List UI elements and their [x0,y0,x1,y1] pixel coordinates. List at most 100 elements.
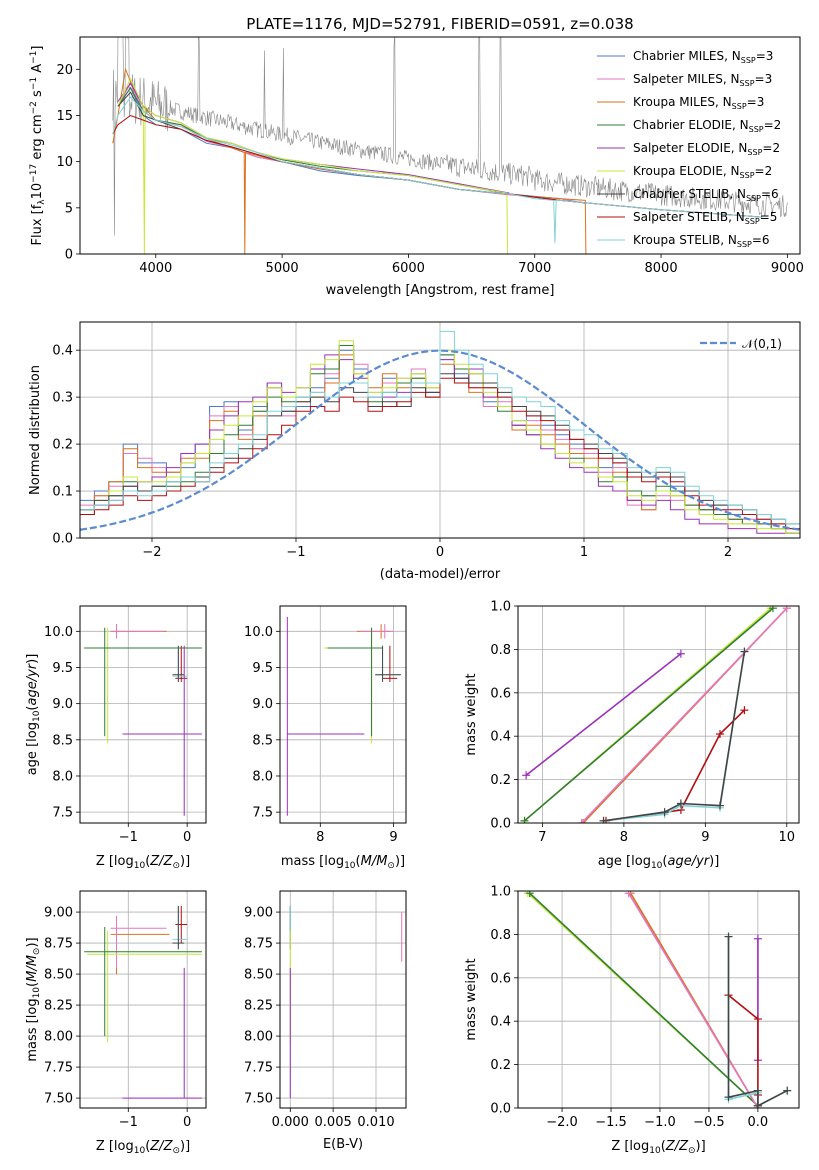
x-tick-label: 0.000 [272,1115,309,1130]
x-tick-label: 9 [389,830,397,845]
y-tick-label: 8.00 [244,1030,273,1045]
x-tick-label: 0.005 [315,1115,352,1130]
weight-marker [525,891,534,898]
axes-age_vs_mass: 8 9 7.5 8.0 8.5 9.0 9.5 10.0 mass [log10(M/M⊙)] [244,605,407,871]
y-tick-label: 9.0 [252,697,273,712]
x-tick-label: 0 [183,1115,191,1130]
y-tick-label: 0.0 [52,532,73,547]
axes-frame [79,890,207,1109]
data-point [327,627,383,737]
x-axis-label: Z [log10(Z/Z⊙)] [96,854,190,871]
y-tick-label: 1.0 [490,885,511,900]
weight-marker [599,816,608,823]
x-axis-label: age [log10(age/yr)] [598,854,720,871]
y-tick-label: 8.00 [44,1030,73,1045]
weight-line [525,653,682,776]
weight-marker [783,1086,792,1095]
y-tick-label: 8.75 [244,937,273,952]
y-tick-label: 7.50 [244,1092,273,1107]
legend-label: 𝒩(0,1) [742,337,782,351]
weight-marker [715,801,724,810]
legend-label: Chabrier ELODIE, NSSP=2 [633,118,781,134]
y-axis-label: Flux [fλ10−17 erg cm−2 s−1 A−1] [29,46,47,246]
data-point [175,905,188,944]
x-tick-label: 0.0 [748,1115,769,1130]
weight-marker [676,649,685,658]
series-line [112,67,587,254]
y-tick-label: 7.50 [44,1092,73,1107]
y-tick-label: 7.75 [244,1061,273,1076]
plots: 4000 5000 6000 7000 8000 900005101520Chabrier… [25,36,804,1156]
weight-marker [520,816,529,823]
series-line [117,77,509,254]
y-tick-label: 8.0 [252,769,273,784]
figure-title: PLATE=1176, MJD=52791, FIBERID=0591, z=0… [246,15,633,33]
y-tick-label: 0.0 [490,1102,511,1117]
y-tick-label: 20 [56,63,73,78]
data-point [172,905,185,950]
legend-label: Salpeter MILES, NSSP=3 [633,72,772,88]
weight-marker [624,891,633,898]
x-tick-label: −1.5 [595,1115,627,1130]
x-tick-label: 5000 [266,261,299,276]
axes-residuals: −2 −1 0 1 2 0.0 0.1 0.2 0.3 0.4 𝒩(0,1) (data-model)… [28,321,801,582]
data-point [172,645,185,682]
plot-area-mass_vs_ebv [289,905,403,1099]
weight-marker [522,771,531,780]
plot-area-residuals [80,330,800,534]
legend-label: Chabrier MILES, NSSP=3 [633,49,773,65]
x-tick-label: −2.0 [546,1115,578,1130]
data-point [323,627,383,744]
weight-line [529,892,759,1107]
x-tick-label: 0 [436,545,444,560]
x-tick-label: −2 [142,545,161,560]
y-tick-label: 9.00 [244,906,273,921]
y-axis-label: mass weight [464,673,479,755]
y-tick-label: 8.0 [52,769,73,784]
y-tick-label: 0.2 [52,438,73,453]
axes-frame [79,605,207,824]
y-tick-label: 9.5 [52,661,73,676]
y-tick-label: 5 [65,201,73,216]
axes-spectrum: 4000 5000 6000 7000 8000 9000 0 5 10 15 20 Chabrier… [29,36,804,298]
y-tick-label: 0.6 [490,971,511,986]
y-tick-label: 9.0 [52,697,73,712]
y-tick-label: 0.2 [490,1058,511,1073]
y-tick-label: 0.8 [490,643,511,658]
y-tick-label: 8.50 [44,968,73,983]
data-point [122,645,202,816]
x-tick-label: 8 [316,830,324,845]
data-point [110,918,170,975]
plot-area-weight_vs_age [520,606,791,823]
y-axis-label: mass [log10(M/M⊙)] [25,937,42,1061]
data-point [110,915,167,968]
y-tick-label: 8.25 [44,999,73,1014]
legend: Chabrier MILES, NSSP=3 Salpeter MILES, NS… [597,49,781,249]
legend-label: Kroupa ELODIE, NSSP=2 [633,164,772,180]
y-tick-label: 9.00 [44,906,73,921]
y-tick-label: 0.8 [490,928,511,943]
x-tick-label: 9000 [771,261,804,276]
y-axis-label: age [log10(age/yr)] [25,654,42,776]
weight-line [727,994,759,1106]
y-tick-label: 8.75 [44,937,73,952]
series-line [117,82,510,194]
legend-label: Kroupa MILES, NSSP=3 [633,95,764,111]
data-point [382,645,398,682]
weight-marker [782,606,791,613]
data-spectrum-line [112,37,788,236]
y-tick-label: 0.4 [52,344,73,359]
y-tick-label: 8.25 [244,999,273,1014]
weight-marker [753,934,762,943]
data-point [122,967,202,1099]
axes-mass_vs_Z: −1 0 7.50 7.75 8.00 8.25 8.50 8.75 9.00 Z [log10(… [25,890,207,1156]
y-tick-label: 8.50 [244,968,273,983]
legend-label: Chabrier STELIB, NSSP=6 [633,187,779,203]
y-tick-label: 0.6 [490,686,511,701]
weight-marker [753,1101,762,1108]
plot-area-weight_vs_Z [523,891,792,1108]
y-tick-label: 0 [65,248,73,263]
y-tick-label: 7.75 [44,1061,73,1076]
y-tick-label: 0.4 [490,1015,511,1030]
